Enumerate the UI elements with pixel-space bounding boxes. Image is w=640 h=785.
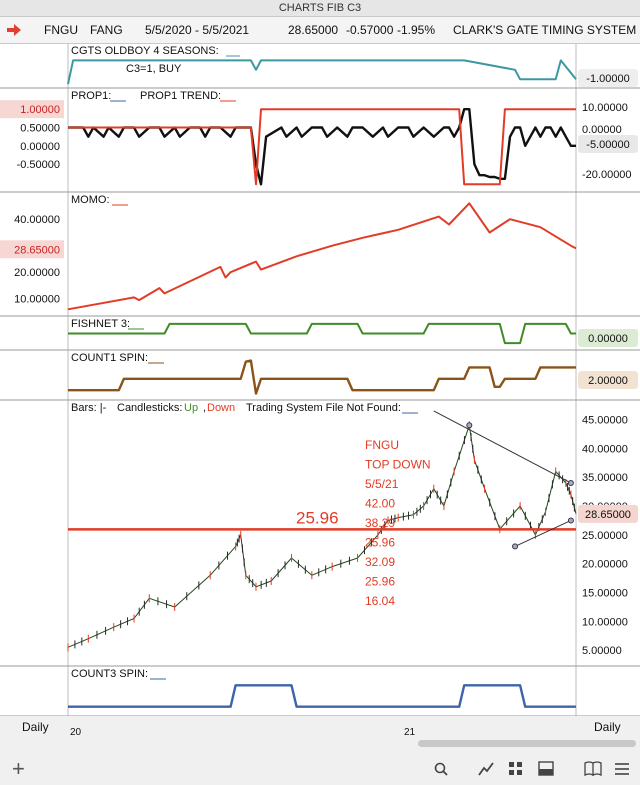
prop1-title: PROP1: <box>71 90 111 102</box>
momo-left-highlight-bg <box>0 240 64 259</box>
year-label-2021: 21 <box>404 727 416 738</box>
grid-icon[interactable] <box>508 761 523 776</box>
prop1-last-label: -5.00000 <box>586 139 629 151</box>
prop1-trend-title: PROP1 TREND: <box>140 90 221 102</box>
price-candles-legend: Candlesticks: <box>117 402 182 414</box>
count3-title: COUNT3 SPIN: <box>71 668 148 680</box>
system-name: CLARK'S GATE TIMING SYSTEM <box>453 23 637 37</box>
price-annotation-line: 25.96 <box>365 536 395 550</box>
symbol-name: FANG <box>90 23 123 37</box>
toolbar: FNGU FANG 5/5/2020 - 5/5/2021 28.65000 -… <box>0 17 640 44</box>
prop1-right-tick: 10.00000 <box>582 102 628 114</box>
price-y-tick: 5.00000 <box>582 645 622 657</box>
prop1-left-tick: 0.00000 <box>20 141 60 153</box>
cgts-last-label-bg <box>578 69 638 87</box>
count1-title: COUNT1 SPIN: <box>71 352 148 364</box>
line-chart-icon[interactable] <box>478 761 494 777</box>
prop1-left-tick: 0.50000 <box>20 123 60 135</box>
price-y-tick: 20.00000 <box>582 559 628 571</box>
price-trendline-handle[interactable] <box>466 422 473 429</box>
count1-last-label-bg <box>578 371 638 389</box>
cgts-annotation: C3=1, BUY <box>126 63 182 75</box>
prop1-right-tick: 0.00000 <box>582 124 622 136</box>
momo-left-highlight: 28.65000 <box>14 244 60 256</box>
price-annotation-line: TOP DOWN <box>365 458 431 472</box>
window-title: CHARTS FIB C3 <box>0 0 640 17</box>
price-y-tick: 10.00000 <box>582 616 628 628</box>
cgts-last-label: -1.00000 <box>586 73 629 85</box>
count1-line <box>68 359 576 395</box>
price-trendline-handle[interactable] <box>567 517 574 524</box>
count3-line <box>68 684 576 708</box>
year-label-2020: 20 <box>70 727 82 738</box>
price-annotation-line: 42.00 <box>365 497 395 511</box>
search-icon[interactable] <box>434 762 448 776</box>
last-price: 28.65000 <box>288 23 339 37</box>
panel-icon[interactable] <box>538 761 554 776</box>
price-trendline-upper[interactable] <box>433 410 572 484</box>
cgts-line <box>67 59 577 85</box>
period-label-left[interactable]: Daily <box>22 720 49 734</box>
add-icon[interactable]: + <box>12 756 25 781</box>
prop1-series-red <box>68 108 576 186</box>
symbol-label: FNGU <box>44 23 78 37</box>
price-annotation-line: 25.96 <box>365 575 395 589</box>
book-icon[interactable] <box>584 761 602 776</box>
price-y-tick: 15.00000 <box>582 588 628 600</box>
price-legend-up: Up <box>184 402 198 414</box>
momo-left-tick: 20.00000 <box>14 267 60 279</box>
fishnet-last-label-bg <box>578 329 638 347</box>
prop1-left-highlight-bg <box>0 100 64 119</box>
price-path <box>67 424 577 648</box>
momo-left-tick: 10.00000 <box>14 294 60 306</box>
horizontal-scrollbar[interactable] <box>418 740 636 747</box>
price-annotation-line: 5/5/21 <box>365 477 399 491</box>
price-y-tick: 25.00000 <box>582 530 628 542</box>
price-system-note: Trading System File Not Found: <box>246 402 401 414</box>
price-change: -0.57000 <box>346 23 394 37</box>
price-trendline-lower[interactable] <box>514 520 572 547</box>
price-annotation-line: FNGU <box>365 438 399 452</box>
arrow-right-icon[interactable] <box>7 24 21 36</box>
price-legend-comma: , <box>203 402 206 414</box>
bottom-bar: Daily Daily 20 21 + <box>0 716 640 785</box>
fishnet-line <box>68 322 576 345</box>
price-annotation-line: 16.04 <box>365 594 395 608</box>
period-label-right[interactable]: Daily <box>594 720 621 734</box>
prop1-left-tick: -0.50000 <box>17 159 60 171</box>
price-y-tick: 45.00000 <box>582 415 628 427</box>
date-range: 5/5/2020 - 5/5/2021 <box>145 23 250 37</box>
price-trendline-handle[interactable] <box>512 543 519 550</box>
prop1-right-tick: -20.00000 <box>582 169 632 181</box>
count1-last-label: 2.00000 <box>588 375 628 387</box>
prop1-series-black <box>68 107 576 186</box>
momo-title: MOMO: <box>71 194 110 206</box>
price-trendline-handle[interactable] <box>567 479 574 486</box>
price-annotation-line: 38.29 <box>365 516 395 530</box>
list-icon[interactable] <box>614 761 630 776</box>
price-last-label: 28.65000 <box>585 509 631 521</box>
price-support-label: 25.96 <box>296 508 339 527</box>
prop1-last-label-bg <box>578 135 638 153</box>
momo-line <box>67 202 577 311</box>
price-last-label-bg <box>578 504 638 523</box>
chart-area[interactable]: CGTS OLDBOY 4 SEASONS: C3=1, BUY -1.00000 P… <box>0 44 640 727</box>
fishnet-title: FISHNET 3: <box>71 318 130 330</box>
price-bars-legend: Bars: |- <box>71 402 107 414</box>
percent-change: -1.95% <box>397 23 436 37</box>
cgts-title: CGTS OLDBOY 4 SEASONS: <box>71 45 219 57</box>
chart-svg: CGTS OLDBOY 4 SEASONS: C3=1, BUY -1.00000 P… <box>0 44 640 727</box>
price-annotation-line: 32.09 <box>365 555 395 569</box>
fishnet-last-label: 0.00000 <box>588 333 628 345</box>
price-legend-down: Down <box>207 402 235 414</box>
price-y-tick: 40.00000 <box>582 443 628 455</box>
prop1-left-highlight: 1.00000 <box>20 104 60 116</box>
price-y-tick: 35.00000 <box>582 472 628 484</box>
momo-left-tick: 40.00000 <box>14 214 60 226</box>
